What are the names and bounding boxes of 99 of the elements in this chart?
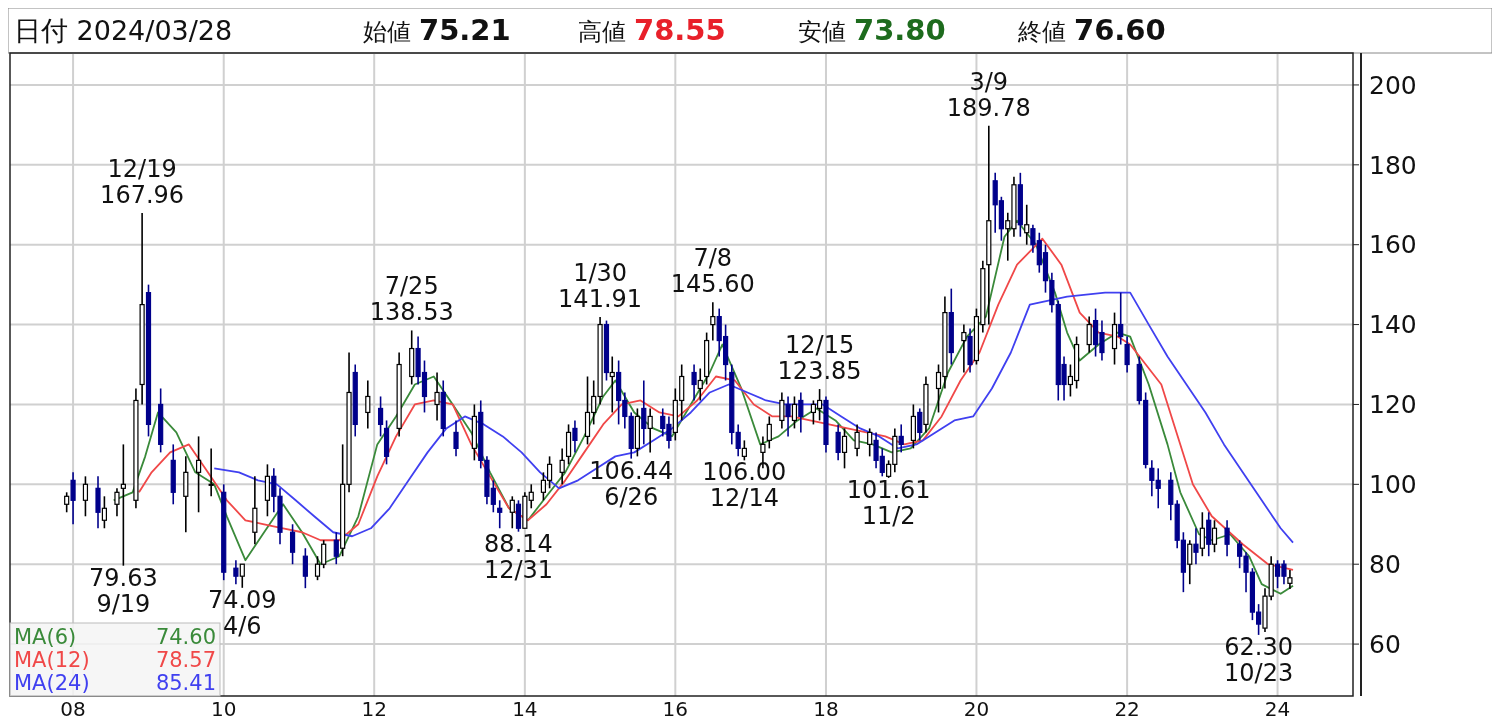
annotation: 62.30 10/23	[1224, 632, 1294, 687]
candlestick	[1193, 527, 1199, 565]
x-tick-label: 18	[813, 697, 839, 721]
candlestick	[239, 563, 245, 589]
annotation: 101.61 11/2	[846, 475, 931, 530]
candlestick	[515, 499, 522, 533]
candlestick	[82, 475, 89, 518]
candlestick	[641, 379, 647, 446]
candlestick	[741, 439, 747, 462]
candlestick	[697, 367, 703, 402]
annotation: 3/9 189.78	[946, 67, 1031, 122]
candlestick	[120, 443, 126, 567]
annotation: 106.44 6/26	[589, 456, 674, 511]
candlestick	[1124, 335, 1130, 374]
annotation: 12/15 123.85	[777, 331, 862, 386]
candlestick	[735, 423, 741, 458]
x-tick-label: 08	[60, 697, 86, 721]
candlestick	[565, 423, 572, 466]
candlestick	[1224, 519, 1230, 558]
candlestick	[333, 531, 339, 565]
candlestick	[497, 499, 503, 530]
candlestick	[691, 363, 697, 402]
annotation: 106.00 12/14	[702, 458, 787, 513]
candlestick	[917, 407, 923, 442]
y-tick-label: 160	[1369, 230, 1417, 260]
candlestick	[710, 301, 716, 342]
candlestick	[1086, 315, 1092, 354]
annotation: 88.14 12/31	[483, 529, 554, 584]
candlestick	[867, 427, 873, 458]
text: 安値 73.80	[798, 13, 946, 47]
candlestick	[1155, 467, 1161, 510]
annotation: 12/19 167.96	[100, 154, 185, 209]
annotation: 79.63 9/19	[89, 563, 158, 618]
x-tick-label: 24	[1264, 697, 1291, 721]
candlestick	[609, 355, 615, 414]
annotation: 7/25 138.53	[369, 272, 454, 327]
y-tick-label: 180	[1369, 150, 1417, 180]
candlestick	[208, 447, 214, 498]
candlestick	[559, 447, 565, 486]
candlestick	[95, 475, 101, 530]
candlestick	[791, 395, 798, 430]
candlestick	[302, 547, 308, 589]
chart-title: 日付 2024/03/28	[14, 15, 233, 46]
candlestick	[264, 463, 271, 518]
candlestick	[64, 491, 70, 514]
candlestick	[835, 423, 841, 462]
x-tick-label: 22	[1114, 697, 1140, 721]
y-tick-label: 140	[1369, 310, 1417, 340]
x-tick-label: 14	[512, 697, 538, 721]
candlestick	[910, 403, 916, 450]
candlestick	[183, 455, 189, 534]
candlestick	[1024, 203, 1030, 246]
candlestick	[766, 415, 772, 450]
candlestick	[1187, 539, 1193, 585]
candlestick	[70, 471, 76, 526]
text: MA(24) 85.41	[14, 671, 216, 695]
candlestick	[509, 495, 515, 530]
candlestick	[785, 395, 791, 438]
candlestick	[233, 559, 239, 585]
text: 終値 76.60	[1017, 13, 1166, 47]
candlestick	[453, 419, 459, 458]
candlestick	[1206, 511, 1212, 558]
candlestick	[898, 423, 904, 454]
candlestick	[101, 495, 107, 530]
candlestick	[1211, 519, 1218, 554]
candlestick	[1168, 471, 1174, 522]
text: 始値 75.21	[363, 13, 511, 47]
candlestick	[289, 523, 296, 565]
candlestick	[1287, 569, 1293, 590]
candlestick	[365, 379, 371, 430]
y-tick-label: 200	[1369, 70, 1417, 100]
y-tick-label: 60	[1369, 629, 1401, 659]
x-tick-label: 20	[963, 697, 990, 721]
annotation: 7/8 145.60	[670, 244, 755, 299]
candlestick	[961, 323, 967, 374]
x-tick-label: 16	[662, 697, 689, 721]
candlestick	[647, 407, 653, 454]
text: 高値 78.55	[578, 13, 726, 47]
x-tick-label: 12	[361, 697, 387, 721]
candlestick	[114, 487, 120, 518]
candlestick	[434, 371, 440, 422]
y-tick-label: 120	[1369, 390, 1417, 420]
candlestick	[195, 435, 202, 514]
x-tick-label: 10	[211, 697, 237, 721]
candlestick	[798, 391, 804, 434]
candlestick	[377, 395, 384, 438]
candlestick	[1149, 459, 1155, 498]
candlestick	[854, 423, 860, 458]
y-tick-label: 100	[1369, 470, 1417, 500]
candlestick	[1199, 511, 1205, 558]
text: MA(12) 78.57	[14, 648, 216, 672]
annotation: 1/30 141.91	[558, 258, 643, 313]
y-tick-label: 80	[1369, 549, 1401, 579]
candlestick	[779, 391, 785, 430]
candlestick	[572, 419, 578, 454]
candlestick	[841, 427, 848, 470]
candlestick	[1118, 291, 1124, 346]
candlestick	[1111, 311, 1118, 366]
candlestick	[252, 475, 258, 546]
